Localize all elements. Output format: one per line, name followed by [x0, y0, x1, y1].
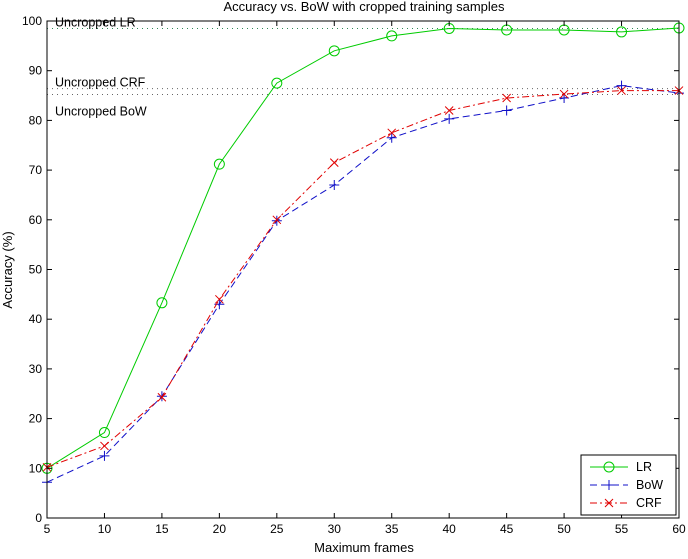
y-tick-label: 80 [29, 113, 43, 127]
x-tick-label: 10 [98, 522, 112, 536]
data-point-crf [559, 89, 569, 99]
x-tick-label: 55 [615, 522, 629, 536]
x-tick-label: 15 [155, 522, 169, 536]
data-point-crf [272, 215, 282, 225]
data-point-lr [156, 297, 168, 309]
data-point-crf [100, 441, 109, 451]
x-tick-label: 20 [213, 522, 227, 536]
legend-marker-crf [604, 498, 614, 508]
axes-ticks: 5 10 15 20 25 30 35 40 45 50 55 60 0 10 20 30 40 50 60 70 80… [22, 14, 686, 536]
legend: LR BoW CRF [580, 454, 677, 516]
data-point-bow [329, 180, 340, 191]
data-point-lr [616, 26, 628, 38]
legend-label-lr: LR [636, 460, 652, 474]
data-point-bow [386, 132, 397, 143]
data-point-crf [444, 106, 454, 115]
legend-label-bow: BoW [636, 478, 663, 492]
series-group [41, 22, 685, 488]
reference-label: Uncropped LR [55, 15, 136, 29]
y-tick-label: 20 [29, 412, 43, 426]
data-point-lr [328, 45, 340, 57]
y-tick-label: 0 [35, 511, 42, 525]
x-tick-label: 60 [672, 522, 686, 536]
data-point-bow [99, 450, 110, 461]
y-tick-label: 40 [29, 312, 43, 326]
data-point-bow [156, 391, 167, 402]
x-tick-label: 35 [385, 522, 399, 536]
reference-lines: Uncropped LR Uncropped CRF Uncropped BoW [47, 15, 679, 119]
data-point-crf [215, 294, 224, 304]
x-axis-label: Maximum frames [314, 540, 414, 554]
x-tick-label: 45 [500, 522, 514, 536]
data-point-bow [501, 105, 512, 116]
reference-label: Uncropped BoW [55, 105, 147, 119]
data-point-lr [98, 427, 110, 439]
y-tick-label: 30 [29, 362, 43, 376]
data-point-bow [444, 113, 455, 124]
x-tick-label: 30 [328, 522, 342, 536]
series-line-crf [46, 90, 679, 468]
series-line-lr [46, 27, 680, 469]
data-point-crf [502, 93, 511, 103]
data-point-crf [617, 86, 626, 95]
y-tick-label: 100 [22, 14, 42, 28]
series-lr [41, 22, 685, 474]
series-crf [42, 86, 684, 472]
reference-label: Uncropped CRF [55, 76, 146, 90]
data-point-bow [271, 215, 282, 226]
x-tick-label: 50 [557, 522, 571, 536]
x-tick-label: 5 [44, 522, 51, 536]
series-line-bow [46, 85, 680, 483]
data-point-lr [213, 158, 225, 170]
data-point-crf [329, 158, 339, 167]
x-tick-label: 40 [443, 522, 457, 536]
data-point-crf [387, 128, 397, 138]
legend-marker-lr [603, 461, 615, 473]
chart-title: Accuracy vs. BoW with cropped training s… [223, 0, 505, 14]
data-point-lr [271, 77, 283, 89]
data-point-bow [616, 80, 627, 91]
y-tick-label: 60 [29, 213, 43, 227]
y-tick-label: 50 [29, 263, 43, 277]
y-tick-label: 70 [29, 163, 43, 177]
data-point-lr [386, 30, 398, 42]
legend-marker-bow [604, 480, 614, 490]
y-axis-label: Accuracy (%) [0, 231, 15, 308]
y-tick-label: 90 [29, 64, 43, 78]
x-tick-label: 25 [270, 522, 284, 536]
y-tick-label: 10 [29, 461, 43, 475]
data-point-crf [157, 392, 167, 402]
legend-label-crf: CRF [636, 496, 662, 510]
